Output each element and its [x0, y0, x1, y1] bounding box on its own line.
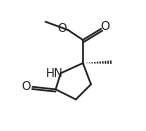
Text: O: O	[57, 22, 66, 35]
Text: HN: HN	[45, 67, 63, 80]
Text: O: O	[100, 20, 110, 33]
Text: O: O	[22, 80, 31, 93]
